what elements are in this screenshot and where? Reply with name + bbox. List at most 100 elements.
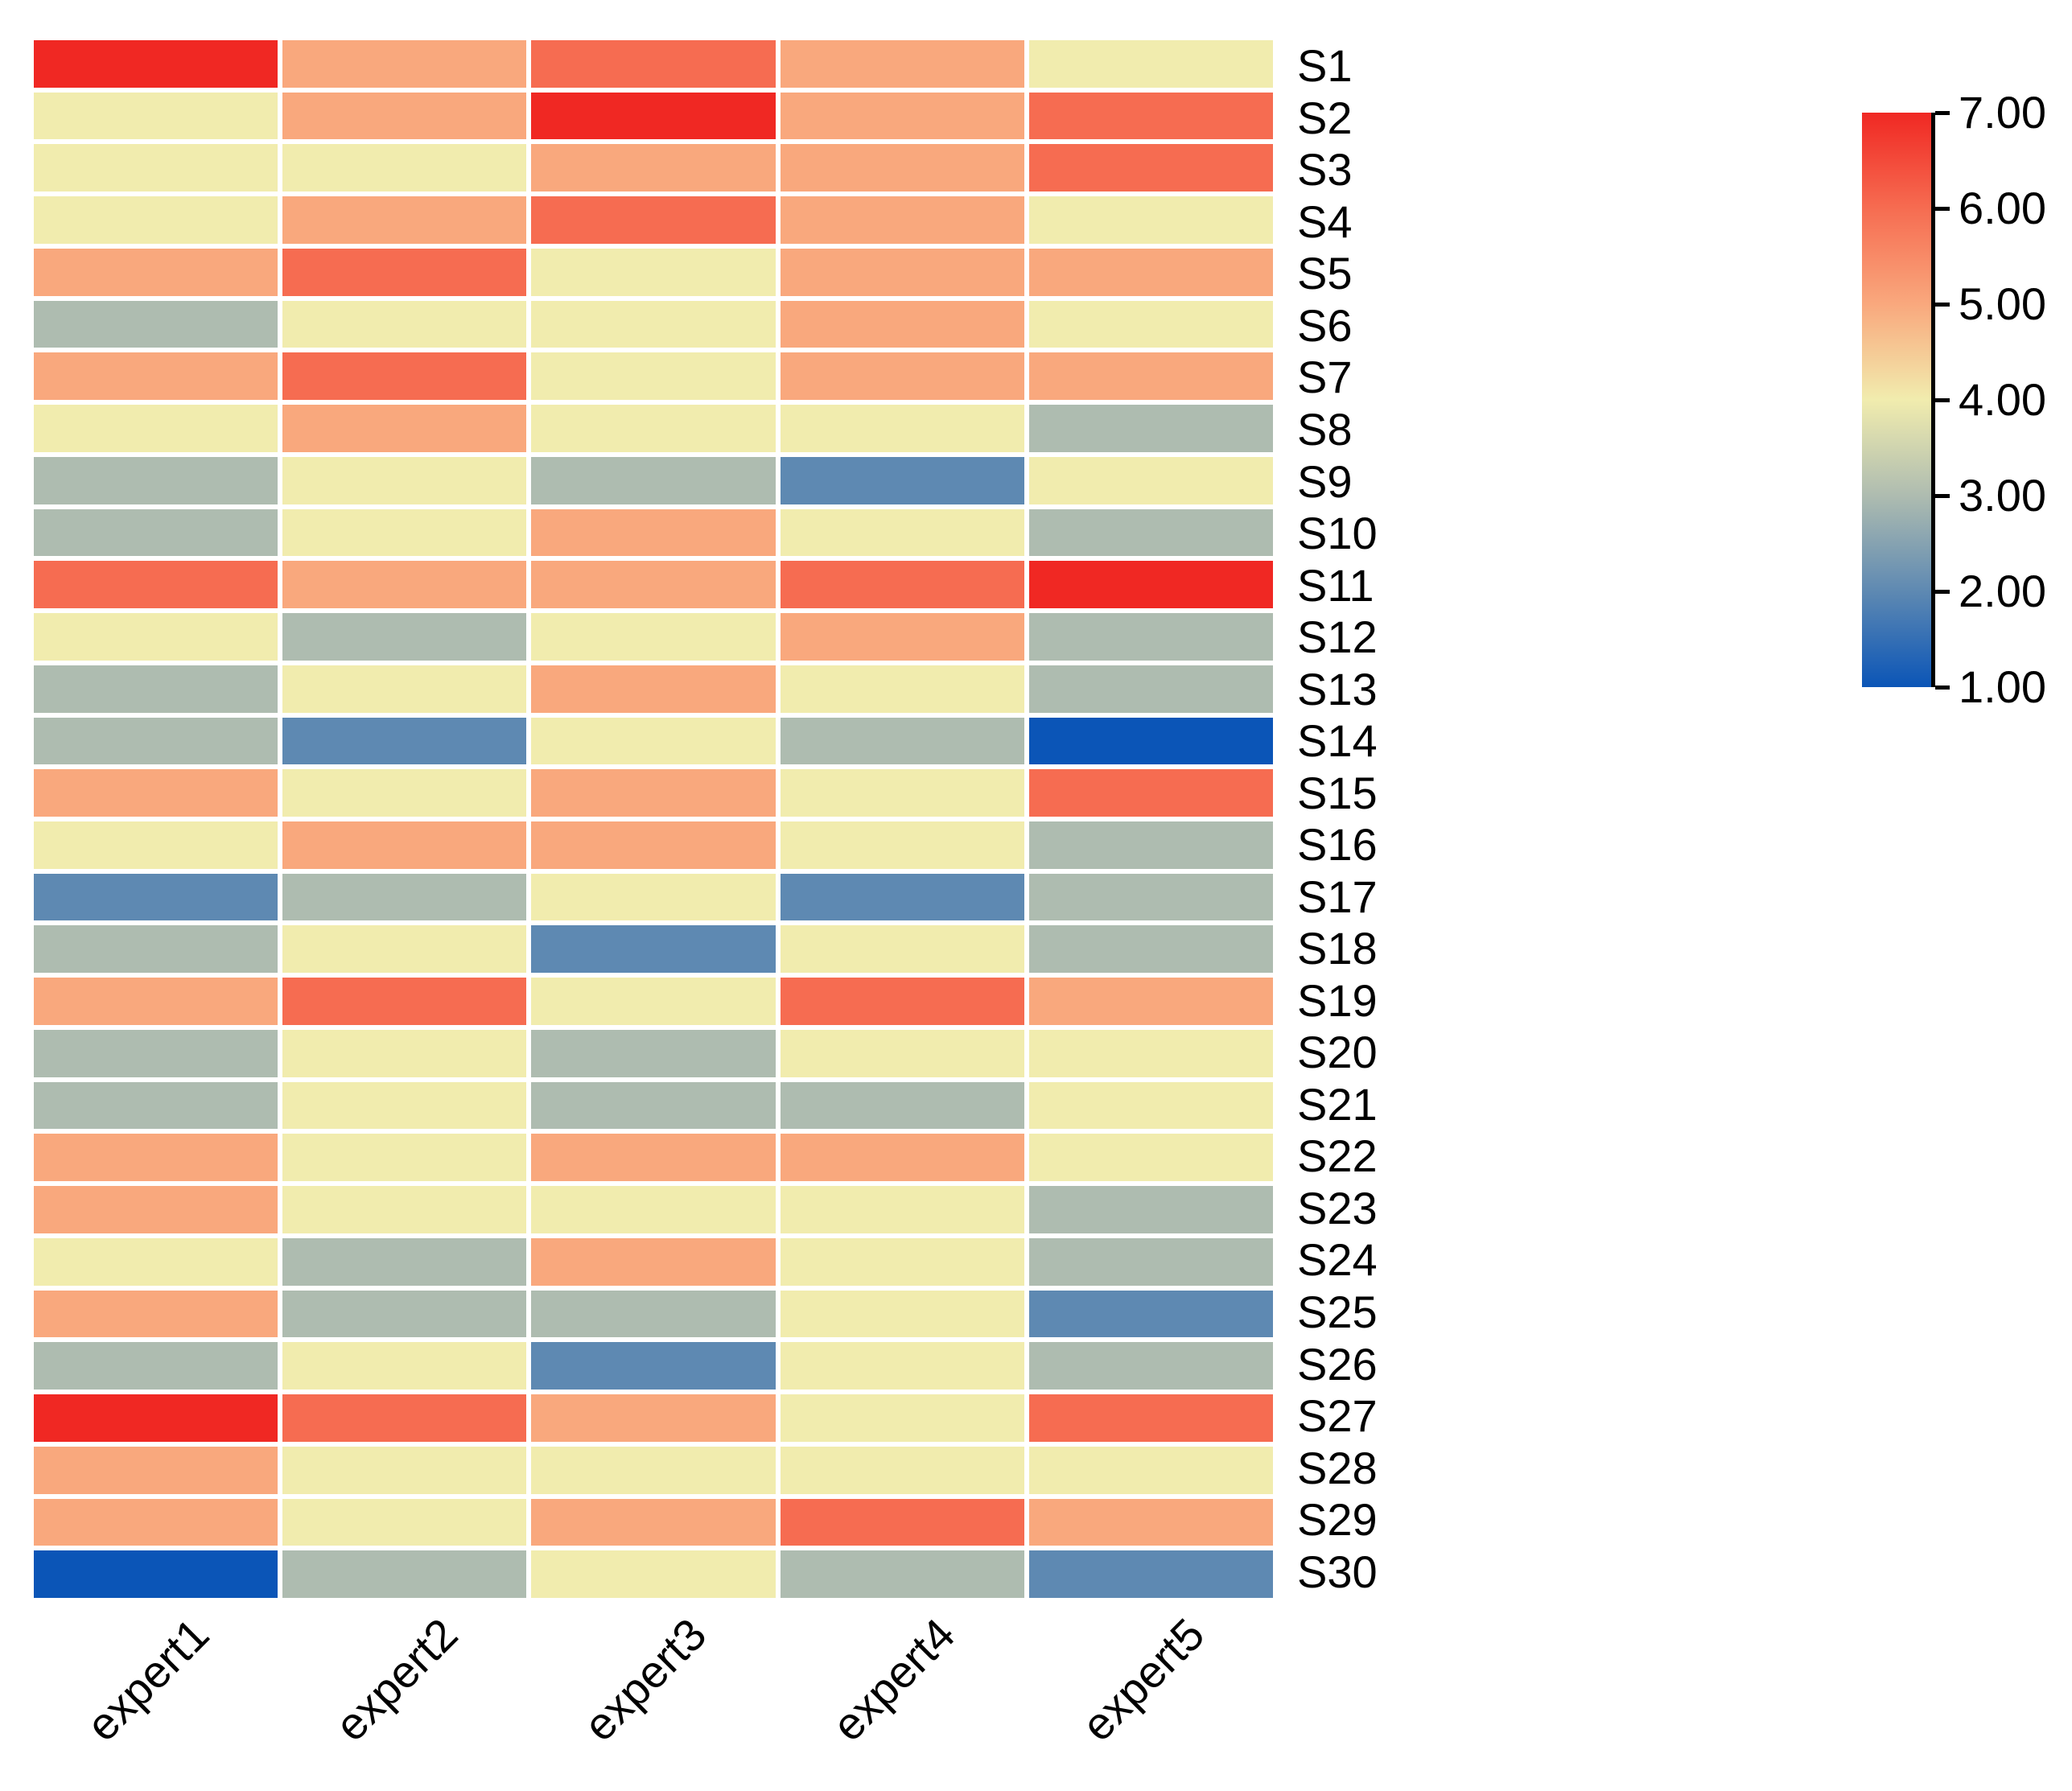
row-label-S7: S7 [1297,352,1353,403]
row-labels: S1 S2 S3 S4 S5 S6 S7 S8 S9 S10 S11 S12 S13 S14 S15 S16 S… [1297,40,1378,1598]
heatmap-cell-S8-expert5 [1028,405,1273,452]
heatmap-cell-S25-expert2 [282,1290,527,1338]
row-label-S28: S28 [1297,1442,1378,1493]
heatmap-cell-S5-expert1 [34,248,278,296]
heatmap-cell-S12-expert5 [1028,613,1273,661]
heatmap-cell-S22-expert4 [780,1134,1024,1182]
heatmap-cell-S4-expert3 [531,196,776,244]
heatmap-cell-S7-expert3 [531,352,776,401]
row-label-S18: S18 [1297,923,1378,974]
colorbar-tick-label-4.00: 4.00 [1959,374,2046,425]
heatmap-cell-S26-expert1 [34,1342,278,1390]
heatmap-cell-S11-expert1 [34,561,278,609]
heatmap-cell-S29-expert3 [531,1498,776,1546]
heatmap-cell-S20-expert2 [282,1029,527,1077]
heatmap-cell-S2-expert5 [1028,92,1273,140]
heatmap-cell-S3-expert3 [531,144,776,192]
heatmap-cell-S21-expert1 [34,1081,278,1130]
heatmap-cell-S13-expert1 [34,665,278,713]
heatmap-cell-S5-expert2 [282,248,527,296]
heatmap-cell-S9-expert5 [1028,456,1273,504]
heatmap-cell-S1-expert4 [780,40,1024,88]
heatmap-cell-S12-expert3 [531,613,776,661]
heatmap-cell-S23-expert2 [282,1186,527,1233]
row-label-S21: S21 [1297,1078,1378,1130]
row-label-S2: S2 [1297,92,1353,143]
heatmap-cell-S9-expert4 [780,456,1024,504]
heatmap-cell-S3-expert2 [282,144,527,192]
heatmap-cell-S25-expert5 [1028,1290,1273,1338]
heatmap-cell-S19-expert3 [531,978,776,1025]
heatmap-grid [34,40,1273,1598]
row-label-S3: S3 [1297,144,1353,196]
heatmap-cell-S5-expert3 [531,248,776,296]
heatmap-cell-S8-expert3 [531,405,776,452]
row-label-S26: S26 [1297,1338,1378,1390]
heatmap-cell-S22-expert5 [1028,1134,1273,1182]
row-label-S23: S23 [1297,1182,1378,1233]
heatmap-cell-S28-expert5 [1028,1446,1273,1494]
heatmap-cell-S30-expert2 [282,1550,527,1598]
heatmap-cell-S7-expert2 [282,352,527,401]
heatmap-cell-S26-expert3 [531,1342,776,1390]
heatmap-cell-S21-expert5 [1028,1081,1273,1130]
heatmap-cell-S18-expert4 [780,925,1024,974]
heatmap-cell-S22-expert3 [531,1134,776,1182]
row-label-S25: S25 [1297,1287,1378,1338]
heatmap-cell-S29-expert2 [282,1498,527,1546]
column-label-expert4: expert4 [822,1608,965,1751]
heatmap-cell-S16-expert3 [531,821,776,869]
heatmap-cell-S10-expert5 [1028,508,1273,557]
heatmap-cell-S29-expert1 [34,1498,278,1546]
heatmap-cell-S1-expert3 [531,40,776,88]
heatmap-cell-S3-expert5 [1028,144,1273,192]
heatmap-cell-S6-expert1 [34,300,278,348]
heatmap-cell-S17-expert3 [531,873,776,921]
heatmap-cell-S10-expert1 [34,508,278,557]
heatmap-cell-S8-expert1 [34,405,278,452]
heatmap-cell-S17-expert4 [780,873,1024,921]
heatmap-cell-S28-expert2 [282,1446,527,1494]
colorbar-tick-1.00 [1935,685,1950,690]
heatmap-cell-S22-expert2 [282,1134,527,1182]
heatmap-cell-S14-expert3 [531,717,776,765]
colorbar-tick-label-5.00: 5.00 [1959,278,2046,329]
heatmap-cell-S4-expert4 [780,196,1024,244]
heatmap-cell-S23-expert3 [531,1186,776,1233]
heatmap-cell-S12-expert4 [780,613,1024,661]
colorbar-tick-5.00 [1935,302,1950,307]
heatmap-cell-S24-expert3 [531,1237,776,1286]
heatmap-cell-S27-expert4 [780,1394,1024,1442]
heatmap-cell-S21-expert3 [531,1081,776,1130]
heatmap-cell-S5-expert5 [1028,248,1273,296]
heatmap-cell-S21-expert4 [780,1081,1024,1130]
heatmap-cell-S24-expert5 [1028,1237,1273,1286]
heatmap-cell-S1-expert5 [1028,40,1273,88]
colorbar: 7.00 6.00 5.00 4.00 3.00 2.00 1.00 [1862,90,2071,710]
heatmap-cell-S20-expert1 [34,1029,278,1077]
heatmap-cell-S26-expert5 [1028,1342,1273,1390]
heatmap-cell-S7-expert1 [34,352,278,401]
heatmap-cell-S9-expert1 [34,456,278,504]
colorbar-tick-6.00 [1935,206,1950,211]
heatmap-cell-S13-expert5 [1028,665,1273,713]
heatmap-cell-S16-expert1 [34,821,278,869]
heatmap-cell-S4-expert2 [282,196,527,244]
heatmap-cell-S7-expert4 [780,352,1024,401]
heatmap-cell-S4-expert5 [1028,196,1273,244]
heatmap-cell-S28-expert3 [531,1446,776,1494]
heatmap-cell-S15-expert4 [780,769,1024,817]
heatmap-cell-S30-expert3 [531,1550,776,1598]
heatmap-cell-S20-expert5 [1028,1029,1273,1077]
column-label-expert3: expert3 [574,1608,716,1751]
row-label-S8: S8 [1297,403,1353,455]
heatmap-cell-S15-expert3 [531,769,776,817]
row-label-S20: S20 [1297,1027,1378,1078]
heatmap-cell-S29-expert4 [780,1498,1024,1546]
heatmap-cell-S16-expert2 [282,821,527,869]
row-label-S24: S24 [1297,1234,1378,1286]
heatmap-cell-S10-expert3 [531,508,776,557]
heatmap-cell-S28-expert4 [780,1446,1024,1494]
heatmap-cell-S12-expert2 [282,613,527,661]
